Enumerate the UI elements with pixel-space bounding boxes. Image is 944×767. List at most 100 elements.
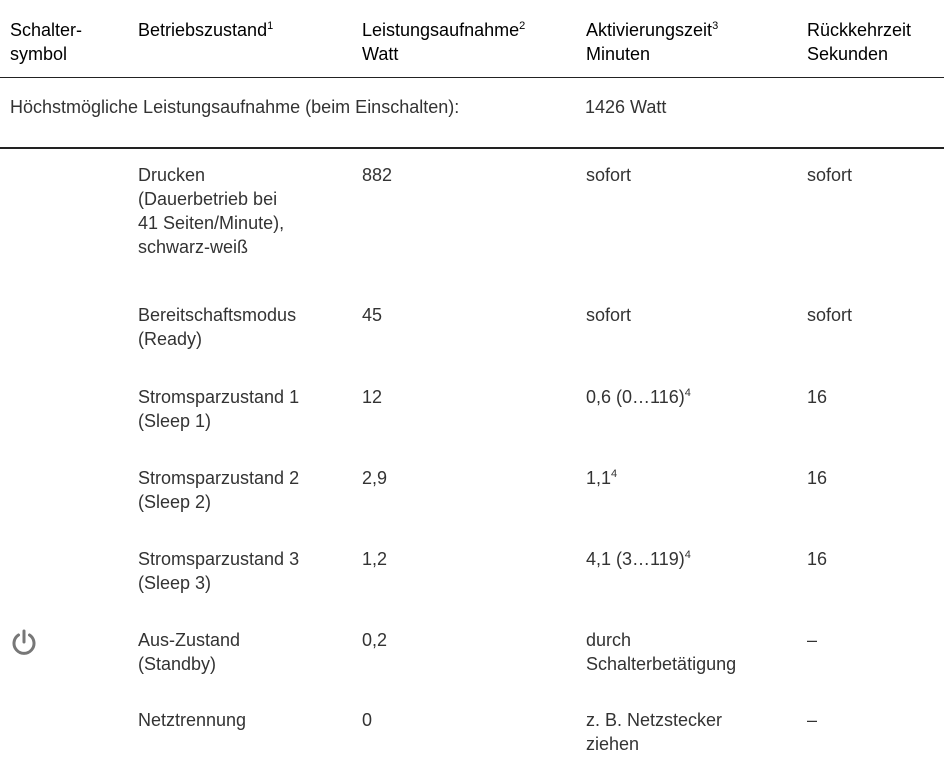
return-value: sofort — [807, 165, 853, 185]
superscript: 4 — [611, 468, 618, 480]
line: Bereitschaftsmodus — [138, 305, 297, 325]
state-cell: Aus-Zustand (Standby) — [138, 628, 240, 676]
return-value: – — [807, 710, 818, 730]
note-label: Höchstmögliche Leistungsaufnahme (beim E… — [10, 97, 460, 117]
state-cell: Stromsparzustand 1 (Sleep 1) — [138, 385, 299, 433]
line: sofort — [586, 303, 631, 327]
line: Stromsparzustand 2 — [138, 468, 300, 488]
return-cell: 16 — [807, 547, 827, 571]
line: Aktivierungszeit3 — [586, 18, 718, 42]
line: (Sleep 1) — [138, 411, 212, 431]
text: 4,1 (3…119) — [586, 549, 685, 569]
text: Betriebszustand — [138, 20, 268, 40]
power-cell: 882 — [362, 163, 392, 187]
power-cell: 45 — [362, 303, 382, 327]
power-cell: 1,2 — [362, 547, 387, 571]
text: 1,1 — [586, 468, 612, 488]
text: ziehen — [586, 734, 640, 754]
power-value: 0,2 — [362, 630, 388, 650]
line: Schalterbetätigung — [586, 652, 736, 676]
line: 41 Seiten/Minute), — [138, 213, 285, 233]
line: Aus-Zustand — [138, 630, 241, 650]
header-cell: Leistungsaufnahme2 Watt — [362, 18, 525, 66]
superscript: 1 — [267, 20, 274, 32]
return-value: sofort — [807, 305, 853, 325]
power-cell: 0,2 — [362, 628, 387, 652]
header-cell: Schalter-symbol — [10, 18, 82, 66]
activation-cell: durch Schalterbetätigung — [586, 628, 736, 676]
state-cell: Stromsparzustand 2 (Sleep 2) — [138, 466, 299, 514]
line: (Sleep 3) — [138, 573, 212, 593]
activation-cell: sofort — [586, 163, 631, 187]
return-value: 16 — [807, 468, 828, 488]
header-cell: Aktivierungszeit3 Minuten — [586, 18, 718, 66]
line: ziehen — [586, 732, 722, 756]
power-value: 0 — [362, 710, 373, 730]
return-cell: sofort — [807, 163, 852, 187]
line: schwarz-weiß — [138, 237, 249, 257]
return-cell: – — [807, 708, 817, 732]
superscript: 3 — [712, 20, 719, 32]
return-value: 16 — [807, 387, 828, 407]
state-cell: Stromsparzustand 3 (Sleep 3) — [138, 547, 299, 595]
text: sofort — [586, 165, 632, 185]
activation-cell: z. B. Netzstecker ziehen — [586, 708, 722, 756]
header-rule — [0, 77, 944, 78]
line: Leistungsaufnahme2 — [362, 18, 525, 42]
line: Watt — [362, 42, 525, 66]
line: Schalter- — [10, 18, 82, 42]
line: Stromsparzustand 1 — [138, 387, 300, 407]
power-cell: 0 — [362, 708, 372, 732]
power-cell: 12 — [362, 385, 382, 409]
text: Leistungsaufnahme — [362, 20, 520, 40]
state-cell: Bereitschaftsmodus (Ready) — [138, 303, 296, 351]
power-cell: 2,9 — [362, 466, 387, 490]
line: z. B. Netzstecker — [586, 708, 722, 732]
line: (Dauerbetrieb bei — [138, 189, 278, 209]
line: Betriebszustand1 — [138, 18, 273, 42]
text: 0,6 (0…116) — [586, 387, 685, 407]
power-icon — [12, 629, 36, 655]
text: Schalter- — [10, 20, 83, 40]
state-cell: Drucken (Dauerbetrieb bei 41 Seiten/Minute… — [138, 163, 284, 259]
activation-cell: sofort — [586, 303, 631, 327]
return-value: – — [807, 630, 818, 650]
line: Drucken — [138, 165, 206, 185]
line: 1,14 — [586, 466, 617, 490]
superscript: 4 — [684, 549, 691, 561]
text: durch — [586, 630, 632, 650]
header-cell: Betriebszustand1 — [138, 18, 273, 42]
line: Netztrennung — [138, 710, 247, 730]
activation-cell: 4,1 (3…119)4 — [586, 547, 691, 571]
superscript: 4 — [684, 387, 691, 399]
text: z. B. Netzstecker — [586, 710, 723, 730]
return-cell: sofort — [807, 303, 852, 327]
text: Rückkehrzeit — [807, 20, 912, 40]
line: (Ready) — [138, 329, 203, 349]
text: Minuten — [586, 44, 651, 64]
line: durch — [586, 628, 736, 652]
return-cell: – — [807, 628, 817, 652]
superscript: 2 — [519, 20, 526, 32]
line: (Standby) — [138, 654, 217, 674]
line: Sekunden — [807, 42, 911, 66]
line: (Sleep 2) — [138, 492, 212, 512]
activation-cell: 1,14 — [586, 466, 617, 490]
text: Watt — [362, 44, 399, 64]
line: Rückkehrzeit — [807, 18, 911, 42]
text: sofort — [586, 305, 632, 325]
line: Minuten — [586, 42, 718, 66]
line: symbol — [10, 42, 82, 66]
return-value: 16 — [807, 549, 828, 569]
return-cell: 16 — [807, 466, 827, 490]
power-value: 1,2 — [362, 549, 388, 569]
text: symbol — [10, 44, 68, 64]
text: Schalterbetätigung — [586, 654, 737, 674]
line: sofort — [586, 163, 631, 187]
text: Sekunden — [807, 44, 889, 64]
state-cell: Netztrennung — [138, 708, 246, 732]
power-value: 12 — [362, 387, 383, 407]
line: 4,1 (3…119)4 — [586, 547, 691, 571]
power-value: 882 — [362, 165, 393, 185]
